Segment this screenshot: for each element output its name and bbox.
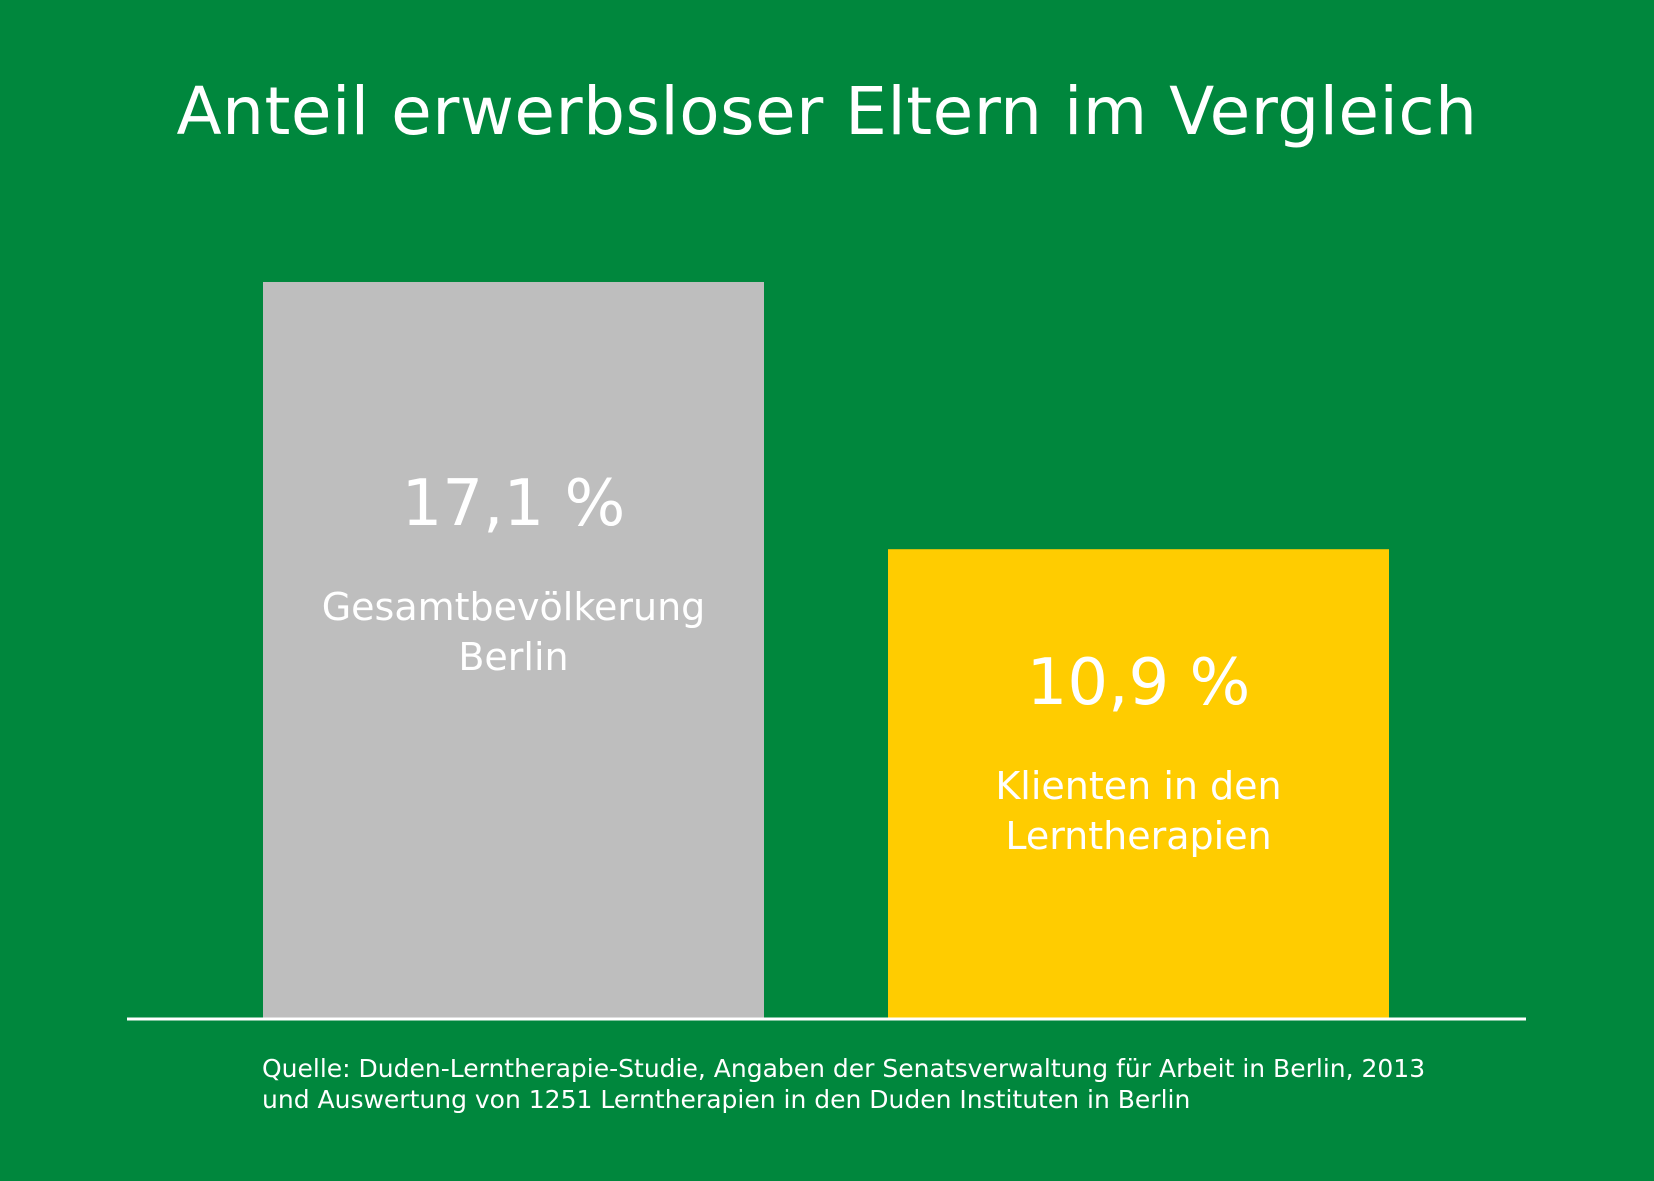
chart-title: Anteil erwerbsloser Eltern im Vergleich xyxy=(176,73,1478,150)
bar-2-category-label-line-1: Klienten in den xyxy=(995,764,1281,808)
bar-1-category-label-line-1: Gesamtbevölkerung xyxy=(322,585,706,629)
bar-2 xyxy=(888,549,1389,1019)
bars-layer: 17,1 % Gesamtbevölkerung Berlin 10,9 % Klien… xyxy=(263,281,1389,1019)
source-note: Quelle: Duden-Lerntherapie-Studie, Angab… xyxy=(262,1053,1462,1115)
source-line-2: und Auswertung von 1251 Lerntherapien in… xyxy=(262,1085,1191,1114)
source-line-1: Quelle: Duden-Lerntherapie-Studie, Angab… xyxy=(262,1054,1426,1083)
bar-1 xyxy=(263,281,764,1019)
bar-1-category-label-line-2: Berlin xyxy=(458,635,568,679)
bar-1-value-label: 17,1 % xyxy=(402,467,626,541)
bar-2-category-label-line-2: Lerntherapien xyxy=(1005,814,1271,858)
bar-2-value-label: 10,9 % xyxy=(1027,646,1251,720)
